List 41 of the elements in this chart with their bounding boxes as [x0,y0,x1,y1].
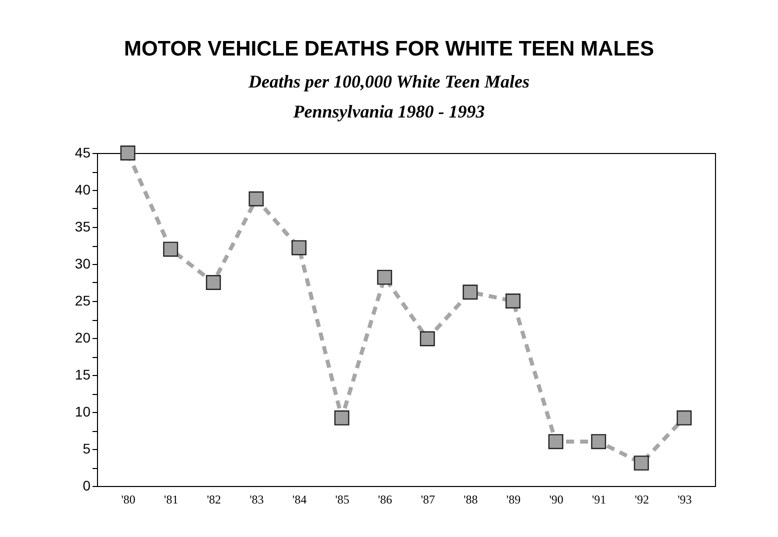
point [206,275,221,290]
x-tick-label: '80 [121,492,136,506]
x-tick-label: '93 [678,492,692,506]
point [420,331,435,346]
x-tick-label: '88 [464,492,478,506]
y-tick-label: 20 [74,330,91,346]
y-tick-label: 10 [74,404,91,420]
x-tick-label: '89 [506,492,521,506]
point [163,242,178,257]
point [120,146,136,160]
x-tick-label: '82 [206,492,221,506]
y-tick-label: 30 [74,256,91,272]
y-tick-label: 45 [74,144,91,160]
x-tick-label: '83 [250,492,264,506]
point [462,284,478,300]
point [676,410,692,426]
y-tick-label: 15 [74,366,91,382]
y-tick-label: 40 [74,182,91,198]
x-tick-label: '92 [634,492,649,506]
x-tick-label: '90 [549,492,564,506]
x-tick-label: '91 [592,492,606,506]
x-tick-label: '81 [164,492,178,506]
chart-title: MOTOR VEHICLE DEATHS FOR WHITE TEEN MALES [124,38,654,61]
point [292,240,306,256]
x-tick-label: '85 [335,492,350,506]
point [248,191,264,206]
point [548,434,564,450]
x-tick-label: '86 [378,492,392,506]
y-tick-label: 35 [74,218,91,234]
chart-subtitle: Deaths per 100,000 White Teen Males [247,72,530,92]
point [506,294,520,308]
text: Pennsylvania 1980 - 1993 [292,102,485,122]
y-tick-label: 25 [74,292,91,308]
y-tick-label: 5 [82,440,91,456]
x-tick-label: '87 [420,492,435,506]
x-tick-label: '84 [292,492,307,506]
point [334,410,350,426]
y-tick-label: 0 [82,478,91,494]
point [634,456,649,471]
point [377,270,392,285]
point [591,434,606,450]
